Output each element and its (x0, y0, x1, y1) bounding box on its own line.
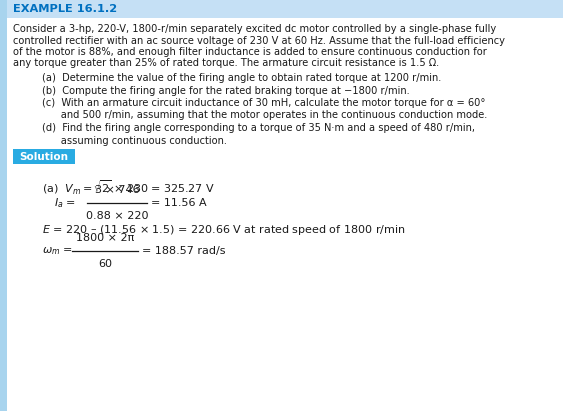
Text: 3 × 746: 3 × 746 (95, 185, 139, 195)
Text: EXAMPLE 16.1.2: EXAMPLE 16.1.2 (13, 4, 117, 14)
Text: Solution: Solution (20, 152, 69, 162)
Text: = 11.56 A: = 11.56 A (151, 198, 207, 208)
Text: = 188.57 rad/s: = 188.57 rad/s (142, 246, 226, 256)
Text: Consider a 3-hp, 220-V, 1800-r/min separately excited dc motor controlled by a s: Consider a 3-hp, 220-V, 1800-r/min separ… (13, 24, 496, 34)
Bar (13, 149, 75, 164)
Text: $\omega_m$ =: $\omega_m$ = (42, 245, 73, 257)
Text: (b)  Compute the firing angle for the rated braking torque at −1800 r/min.: (b) Compute the firing angle for the rat… (42, 85, 410, 95)
Text: $I_a$ =: $I_a$ = (54, 196, 76, 210)
Text: (a)  Determine the value of the firing angle to obtain rated torque at 1200 r/mi: (a) Determine the value of the firing an… (42, 73, 441, 83)
Bar (0, 0, 7, 411)
Text: 1800 × 2π: 1800 × 2π (76, 233, 134, 243)
Text: of the motor is 88%, and enough filter inductance is added to ensure continuous : of the motor is 88%, and enough filter i… (13, 47, 487, 57)
Text: any torque greater than 25% of rated torque. The armature circuit resistance is : any torque greater than 25% of rated tor… (13, 58, 439, 69)
Text: controlled rectifier with an ac source voltage of 230 V at 60 Hz. Assume that th: controlled rectifier with an ac source v… (13, 35, 505, 46)
Bar (7, 0, 563, 18)
Text: 0.88 × 220: 0.88 × 220 (86, 211, 148, 221)
Text: 60: 60 (98, 259, 112, 269)
Text: assuming continuous conduction.: assuming continuous conduction. (42, 136, 227, 145)
Text: (a)  $V_m = \sqrt{2}$ × 230 = 325.27 V: (a) $V_m = \sqrt{2}$ × 230 = 325.27 V (42, 179, 215, 197)
Text: (c)  With an armature circuit inductance of 30 mH, calculate the motor torque fo: (c) With an armature circuit inductance … (42, 98, 485, 108)
Text: $E$ = 220 – (11.56 × 1.5) = 220.66 V at rated speed of 1800 r/min: $E$ = 220 – (11.56 × 1.5) = 220.66 V at … (42, 223, 405, 237)
Text: and 500 r/min, assuming that the motor operates in the continuous conduction mod: and 500 r/min, assuming that the motor o… (42, 111, 488, 120)
Text: (d)  Find the firing angle corresponding to a torque of 35 N·m and a speed of 48: (d) Find the firing angle corresponding … (42, 123, 475, 133)
